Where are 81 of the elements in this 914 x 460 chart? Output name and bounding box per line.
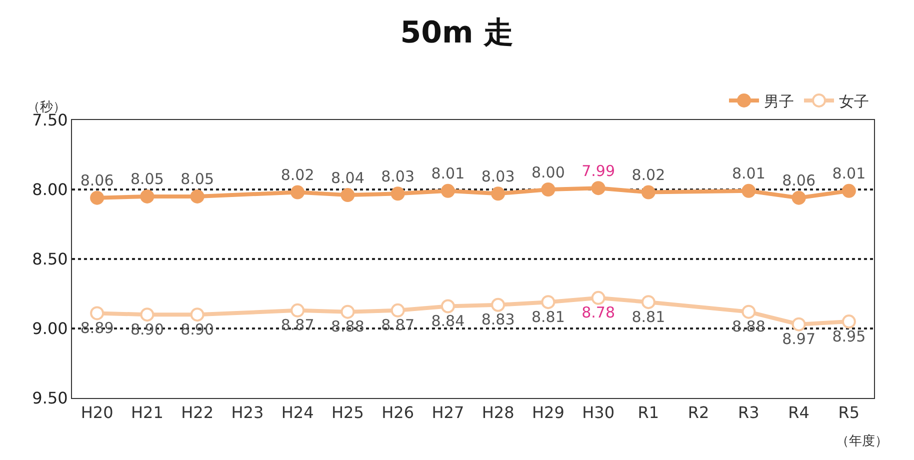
x-tick-label: R5 xyxy=(838,403,860,422)
point xyxy=(792,317,806,332)
x-tick-label: H26 xyxy=(382,403,414,422)
point xyxy=(440,184,455,198)
point xyxy=(742,184,756,198)
point xyxy=(792,190,806,205)
point xyxy=(491,186,506,201)
y-tick-label: 9.00 xyxy=(32,319,68,338)
data-label: 8.87 xyxy=(280,316,314,334)
point xyxy=(742,304,756,319)
x-tick-label: R4 xyxy=(788,403,810,422)
data-label: 8.04 xyxy=(330,168,364,187)
data-label: 8.01 xyxy=(431,164,465,183)
point xyxy=(90,190,104,205)
point xyxy=(641,185,656,200)
data-label: 8.90 xyxy=(130,320,164,338)
data-label: 8.01 xyxy=(832,164,866,183)
data-label: 8.05 xyxy=(180,170,214,188)
legend-label: 女子 xyxy=(839,92,869,110)
x-tick-label: R3 xyxy=(738,403,760,422)
y-axis-title: （秒） xyxy=(27,100,66,115)
x-tick-label: H29 xyxy=(532,403,564,422)
point xyxy=(591,181,606,196)
x-axis-title: （年度） xyxy=(836,433,888,449)
x-tick-label: H24 xyxy=(281,403,314,422)
data-label: 8.00 xyxy=(531,163,565,182)
x-tick-label: H27 xyxy=(432,403,464,422)
data-label: 8.89 xyxy=(80,318,114,337)
x-tick-label: H25 xyxy=(331,403,364,422)
data-label: 7.99 xyxy=(582,162,616,180)
x-tick-label: H20 xyxy=(80,403,114,422)
point xyxy=(541,182,556,196)
y-tick-label: 9.50 xyxy=(32,388,68,408)
point xyxy=(591,290,606,305)
data-label: 8.03 xyxy=(381,167,415,186)
x-tick-label: H28 xyxy=(482,403,514,422)
data-label: 8.05 xyxy=(130,170,164,188)
data-label: 8.78 xyxy=(582,304,616,322)
data-label: 8.81 xyxy=(531,308,565,326)
data-label: 8.01 xyxy=(732,164,766,183)
x-tick-label: H23 xyxy=(231,403,264,422)
point xyxy=(140,189,154,204)
point xyxy=(340,304,355,319)
data-label: 8.81 xyxy=(632,308,666,326)
x-tick-label: R2 xyxy=(688,403,710,422)
data-label: 8.06 xyxy=(80,172,114,190)
data-label: 8.84 xyxy=(431,312,465,330)
data-label: 8.83 xyxy=(481,310,515,329)
point xyxy=(90,306,104,320)
y-tick-label: 8.00 xyxy=(32,180,68,200)
data-label: 8.97 xyxy=(782,330,816,348)
data-label: 8.02 xyxy=(632,166,666,184)
point xyxy=(842,184,856,198)
point xyxy=(491,298,506,312)
point xyxy=(340,188,355,202)
data-label: 8.87 xyxy=(381,316,415,334)
point xyxy=(641,295,656,310)
point xyxy=(390,186,405,201)
chart-title: 50m 走 xyxy=(400,16,514,51)
y-tick-label: 8.50 xyxy=(32,250,68,269)
legend-label: 男子 xyxy=(764,92,794,110)
point xyxy=(190,189,204,204)
x-tick-label: H21 xyxy=(130,403,164,422)
data-label: 8.90 xyxy=(180,320,214,338)
data-label: 8.06 xyxy=(782,172,816,190)
data-label: 8.02 xyxy=(280,166,314,184)
x-tick-label: R1 xyxy=(638,403,660,422)
point xyxy=(440,299,455,314)
point xyxy=(290,303,305,318)
data-label: 8.88 xyxy=(330,318,364,336)
point xyxy=(190,308,204,322)
point xyxy=(390,303,405,318)
x-tick-label: H30 xyxy=(582,403,615,422)
point xyxy=(541,295,556,310)
point xyxy=(842,314,856,329)
point xyxy=(140,308,154,322)
data-label: 8.03 xyxy=(481,167,515,186)
data-label: 8.88 xyxy=(732,318,766,336)
data-label: 8.95 xyxy=(832,327,866,346)
x-tick-label: H22 xyxy=(181,403,214,422)
point xyxy=(290,185,305,200)
